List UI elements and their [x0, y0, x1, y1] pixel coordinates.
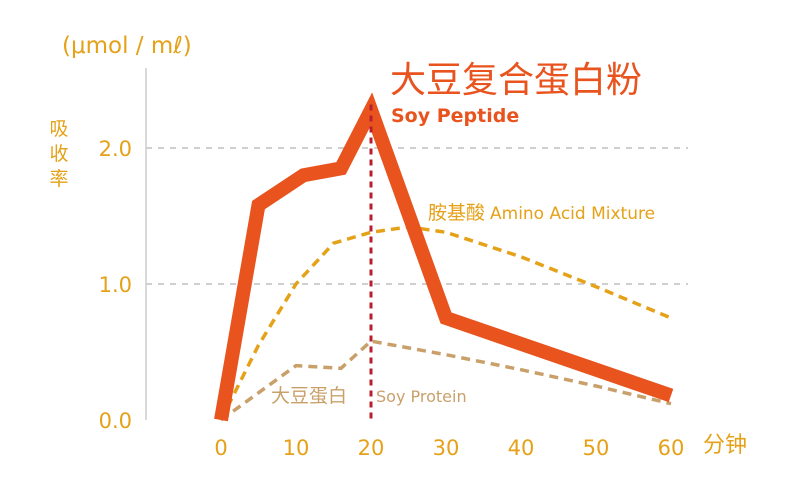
series-soy-peptide-line: [214, 92, 674, 422]
x-tick-label: 60: [658, 436, 685, 460]
y-tick-label: 0.0: [99, 409, 132, 433]
x-tick-label: 20: [358, 436, 385, 460]
series-lines: [214, 92, 674, 422]
soy-protein-label-en: Soy Protein: [376, 387, 467, 406]
soy-peptide-label-cn: 大豆复合蛋白粉: [390, 60, 642, 101]
soy-protein-label-cn: 大豆蛋白: [271, 385, 347, 407]
y-unit-label: (μmol / mℓ): [62, 33, 192, 59]
x-tick-label: 10: [283, 436, 310, 460]
x-tick-label: 0: [214, 436, 227, 460]
x-tick-labels: 0 10 20 30 40 50 60: [214, 436, 684, 460]
amino-acid-label-cn: 胺基酸: [428, 202, 485, 224]
y-axis-label: 吸收率: [49, 118, 68, 190]
x-tick-label: 40: [508, 436, 535, 460]
y-tick-label: 2.0: [99, 137, 132, 161]
series-soy-protein-line: [219, 339, 672, 422]
y-tick-label: 1.0: [99, 273, 132, 297]
x-tick-label: 30: [433, 436, 460, 460]
soy-peptide-label-en: Soy Peptide: [391, 105, 519, 127]
amino-acid-label-en: Amino Acid Mixture: [490, 204, 655, 224]
y-tick-labels: 0.0 1.0 2.0: [99, 137, 132, 433]
x-axis-label: 分钟: [703, 433, 747, 458]
x-tick-label: 50: [583, 436, 610, 460]
